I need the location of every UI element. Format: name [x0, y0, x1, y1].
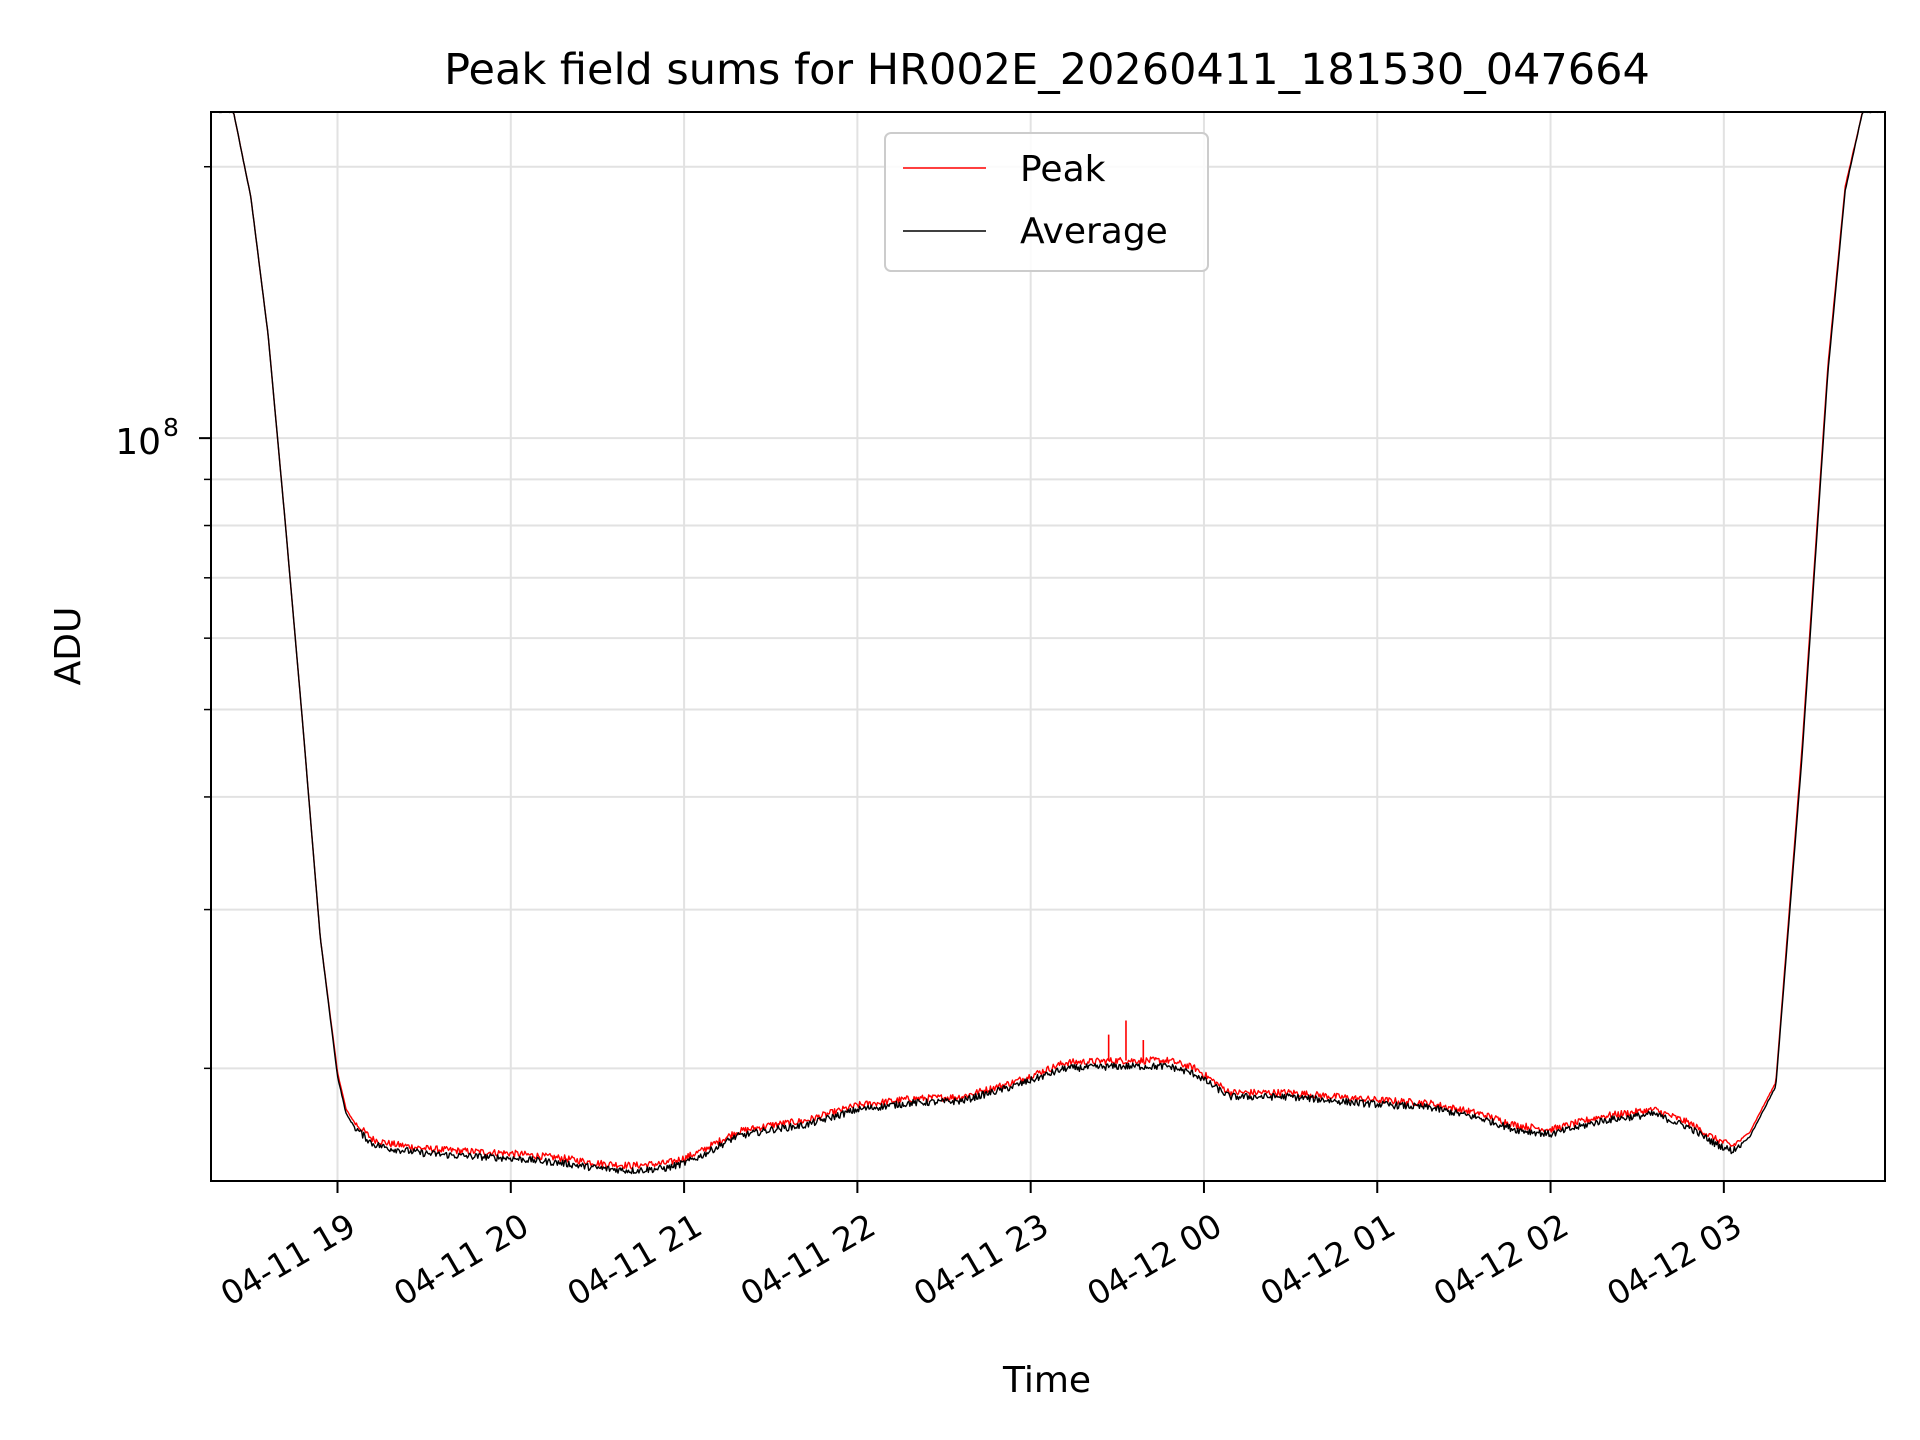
- y-axis-label: ADU: [48, 607, 89, 686]
- axes-frame: [210, 111, 1886, 1182]
- series-line-average: [211, 112, 1885, 1175]
- series-line-peak: [211, 112, 1885, 1170]
- x-axis-label: Time: [1002, 1360, 1091, 1401]
- legend: Peak Average: [884, 132, 1209, 272]
- legend-label-peak: Peak: [1020, 149, 1106, 190]
- chart-title: Peak field sums for HR002E_20260411_1815…: [444, 45, 1650, 95]
- legend-label-average: Average: [1020, 211, 1168, 252]
- y-tick-label-exponent: 8: [163, 413, 179, 442]
- y-tick-label-base: 10: [115, 422, 161, 463]
- y-tick-label: 10 8: [115, 413, 179, 463]
- series-layer: [211, 112, 1885, 1175]
